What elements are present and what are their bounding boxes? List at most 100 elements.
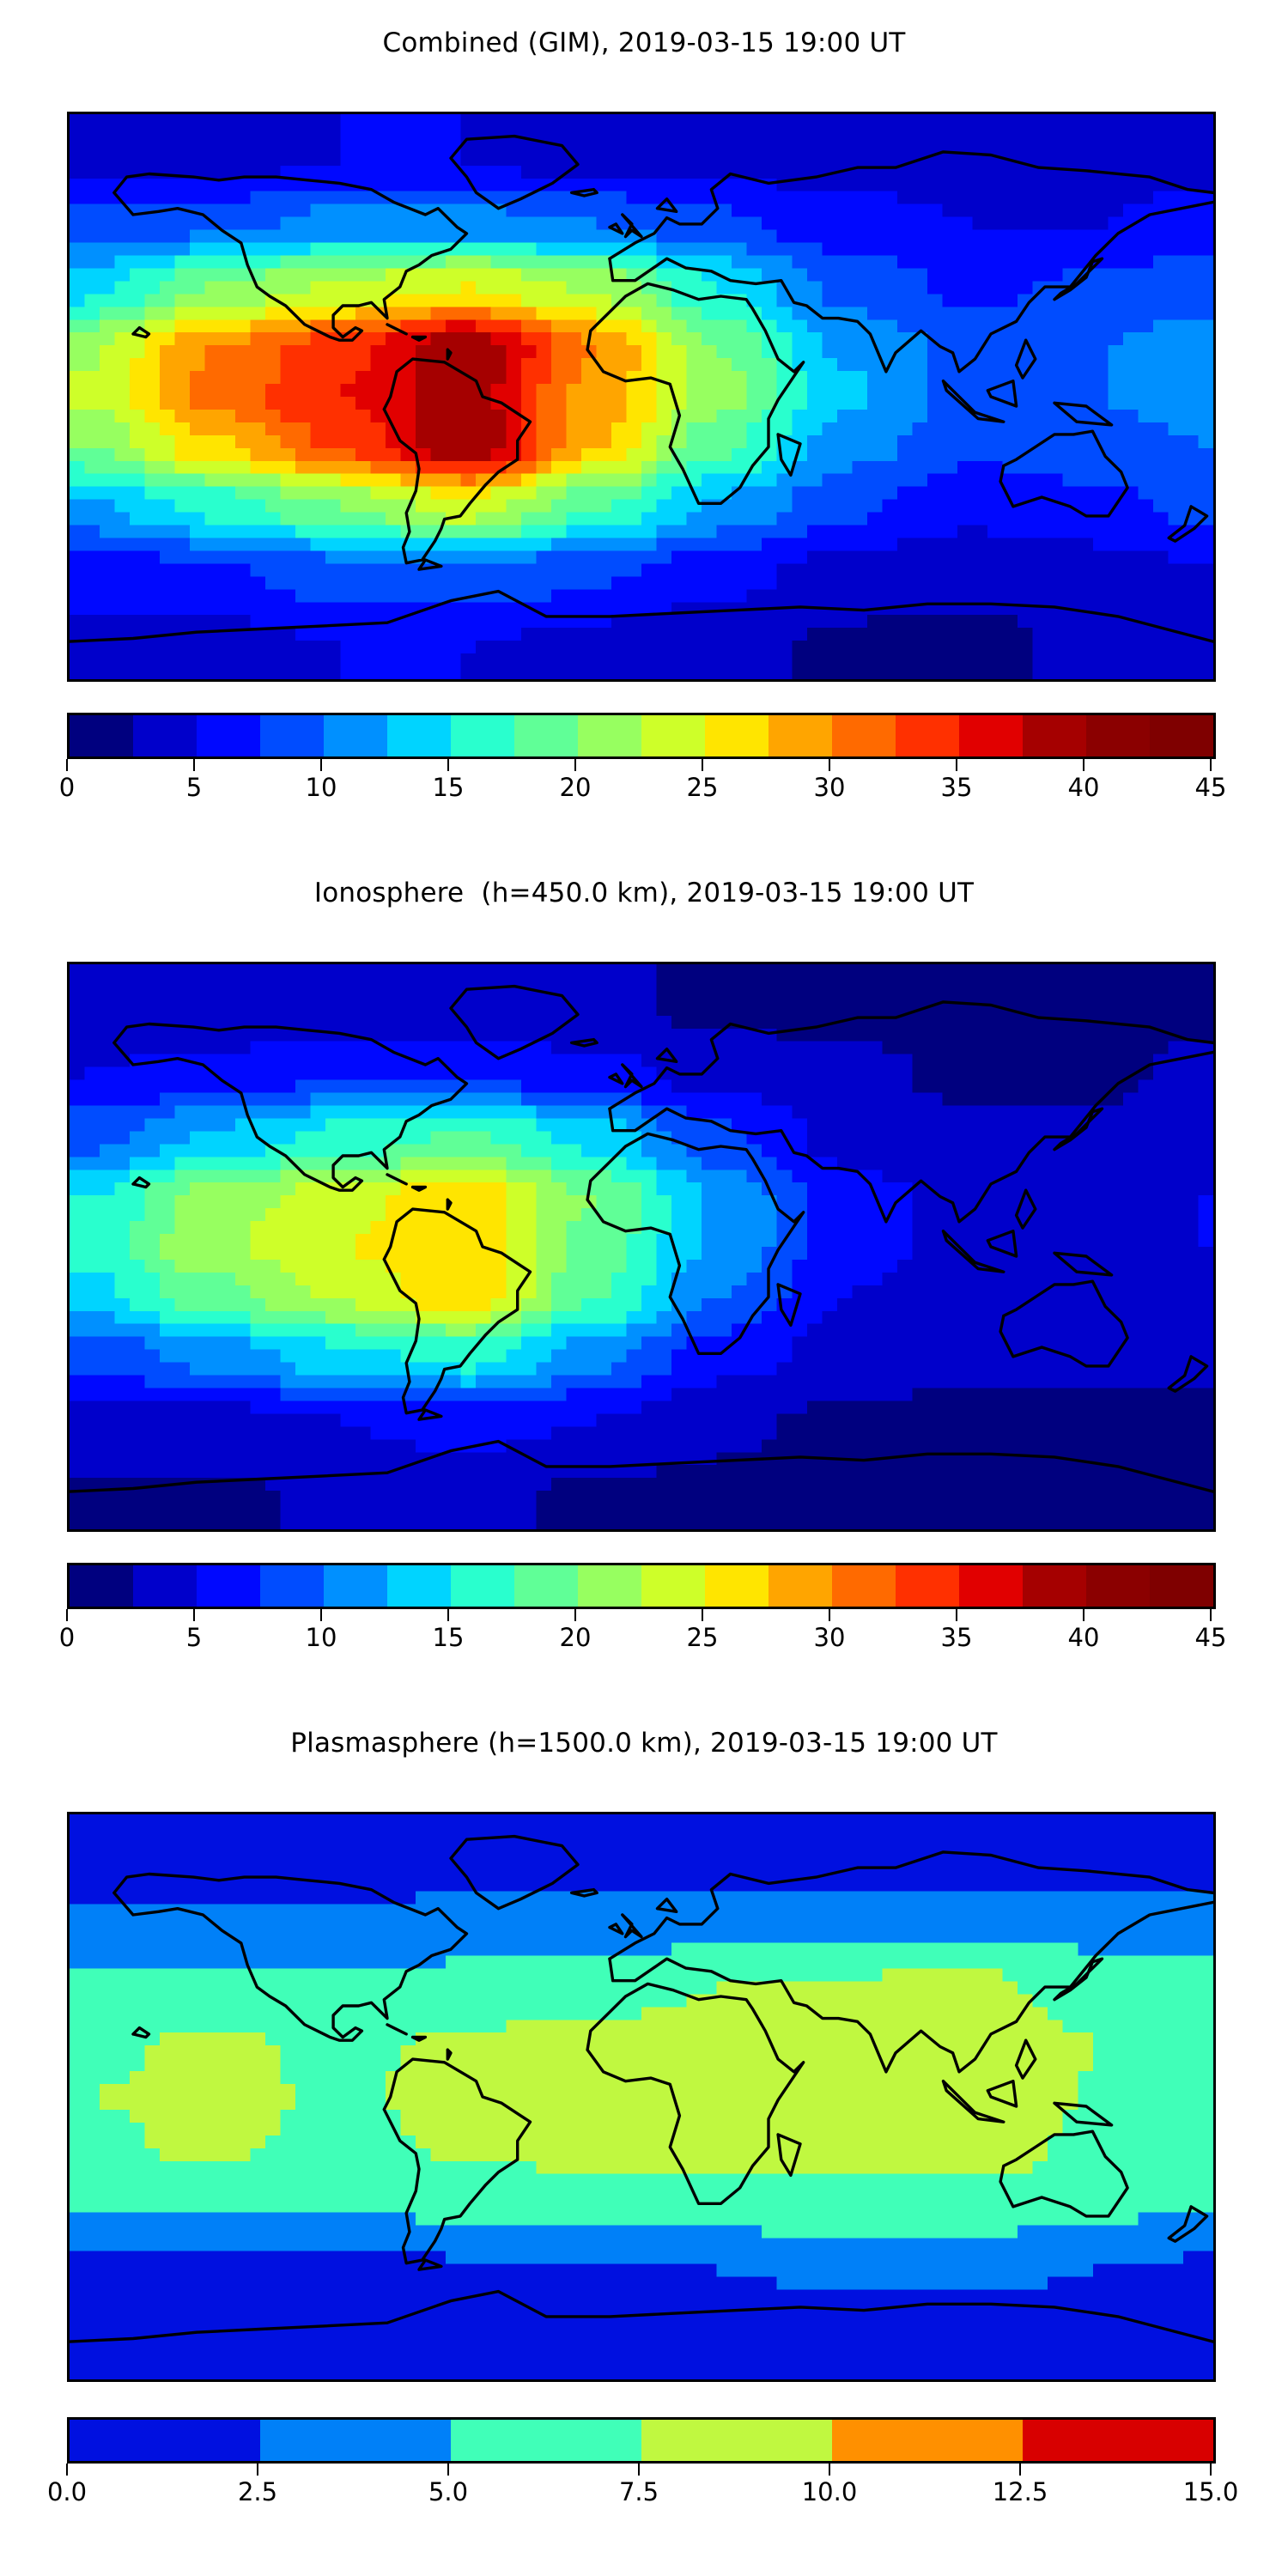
- colorbar-tick-label: 40: [1067, 1623, 1100, 1652]
- map-svg-plasmasphere: [70, 1814, 1213, 2379]
- colorbar-tick-label: 5: [185, 773, 203, 802]
- colorbar-tick-label: 20: [559, 1623, 592, 1652]
- colorbar-tick-label: 30: [813, 773, 846, 802]
- tec-field: [70, 1814, 1213, 2379]
- panel-title-combined-gim: Combined (GIM), 2019-03-15 19:00 UT: [382, 27, 906, 58]
- colorbar-ticks-plasmasphere: [64, 2464, 1213, 2477]
- colorbar-segment: [1023, 1565, 1086, 1607]
- colorbar-segment: [641, 1565, 705, 1607]
- colorbar-tick-label: 40: [1067, 773, 1100, 802]
- tec-field: [70, 114, 1213, 679]
- colorbar-tick-label: 12.5: [992, 2477, 1048, 2506]
- colorbar-segment: [641, 2420, 832, 2461]
- colorbar-tick-label: 10: [305, 1623, 337, 1652]
- colorbar-ticks-combined-gim: [64, 759, 1213, 773]
- colorbar-tick-label: 20: [559, 773, 592, 802]
- colorbar-segment: [705, 1565, 769, 1607]
- colorbar-segment: [514, 715, 578, 756]
- colorbar-segment: [769, 715, 832, 756]
- panel-combined-gim: Combined (GIM), 2019-03-15 19:00 UT: [0, 27, 1288, 58]
- colorbar-segment: [832, 715, 896, 756]
- colorbar-segment: [832, 2420, 1023, 2461]
- coastlines: [70, 1834, 1213, 2343]
- colorbar-segment: [70, 2420, 260, 2461]
- colorbar-tick-label: 10.0: [801, 2477, 858, 2506]
- map-svg-ionosphere: [70, 964, 1213, 1529]
- colorbar-tick: [320, 759, 322, 771]
- colorbar-labels-ionosphere: 0 5 10 15 20 25 30 35 40 45: [59, 1623, 1227, 1657]
- colorbar-tick-label: 35: [940, 1623, 973, 1652]
- colorbar-tick: [1083, 759, 1084, 771]
- colorbar-tick: [257, 2464, 258, 2476]
- colorbar-segment: [197, 715, 260, 756]
- colorbar-segment: [451, 1565, 514, 1607]
- colorbar-tick: [829, 2464, 830, 2476]
- colorbar-segment: [641, 715, 705, 756]
- colorbar-tick-label: 15: [432, 773, 465, 802]
- colorbar-tick-label: 15.0: [1182, 2477, 1239, 2506]
- colorbar-segment: [133, 1565, 197, 1607]
- colorbar-tick-label: 10: [305, 773, 337, 802]
- colorbar-segment: [197, 1565, 260, 1607]
- colorbar-tick: [574, 1609, 576, 1621]
- coastlines: [70, 984, 1213, 1493]
- colorbar-tick-label: 45: [1194, 773, 1227, 802]
- colorbar-bands-ionosphere: [67, 1563, 1216, 1609]
- colorbar-segment: [959, 715, 1023, 756]
- colorbar-tick: [1210, 759, 1212, 771]
- colorbar-tick: [702, 1609, 703, 1621]
- colorbar-tick: [829, 1609, 830, 1621]
- colorbar-segment: [133, 715, 197, 756]
- colorbar-plasmasphere: 0.0 2.5 5.0 7.5 10.0 12.5 15.0: [47, 2417, 1238, 2512]
- colorbar-tick: [447, 759, 449, 771]
- colorbar-segment: [70, 715, 133, 756]
- colorbar-tick-label: 25: [686, 773, 719, 802]
- colorbar-tick: [66, 759, 68, 771]
- coastlines: [70, 134, 1213, 643]
- colorbar-tick: [193, 759, 195, 771]
- tec-field: [70, 964, 1213, 1529]
- colorbar-tick-label: 45: [1194, 1623, 1227, 1652]
- colorbar-tick: [193, 1609, 195, 1621]
- colorbar-tick: [447, 2464, 449, 2476]
- colorbar-tick: [66, 2464, 68, 2476]
- panel-ionosphere: Ionosphere (h=450.0 km), 2019-03-15 19:0…: [0, 878, 1288, 908]
- colorbar-segment: [260, 715, 324, 756]
- colorbar-tick-label: 0.0: [46, 2477, 88, 2506]
- colorbar-segment: [769, 1565, 832, 1607]
- colorbar-bands-combined-gim: [67, 713, 1216, 759]
- colorbar-segment: [1150, 1565, 1213, 1607]
- colorbar-segment: [896, 1565, 959, 1607]
- colorbar-tick-label: 2.5: [237, 2477, 278, 2506]
- colorbar-tick: [956, 759, 957, 771]
- colorbar-combined-gim: 0 5 10 15 20 25 30 35 40 45: [59, 713, 1226, 807]
- panel-title-ionosphere: Ionosphere (h=450.0 km), 2019-03-15 19:0…: [313, 878, 975, 908]
- colorbar-tick: [638, 2464, 640, 2476]
- colorbar-bands-plasmasphere: [67, 2417, 1216, 2464]
- colorbar-segment: [451, 2420, 641, 2461]
- colorbar-tick: [956, 1609, 957, 1621]
- colorbar-segment: [896, 715, 959, 756]
- colorbar-tick-label: 30: [813, 1623, 846, 1652]
- colorbar-segment: [959, 1565, 1023, 1607]
- colorbar-tick: [1083, 1609, 1084, 1621]
- colorbar-segment: [260, 1565, 324, 1607]
- colorbar-segment: [387, 715, 451, 756]
- colorbar-segment: [832, 1565, 896, 1607]
- colorbar-segment: [578, 1565, 641, 1607]
- colorbar-tick-label: 5: [185, 1623, 203, 1652]
- colorbar-tick: [66, 1609, 68, 1621]
- colorbar-tick-label: 7.5: [618, 2477, 659, 2506]
- colorbar-segment: [1023, 2420, 1213, 2461]
- colorbar-segment: [514, 1565, 578, 1607]
- colorbar-tick: [447, 1609, 449, 1621]
- colorbar-segment: [1086, 1565, 1150, 1607]
- panel-title-plasmasphere: Plasmasphere (h=1500.0 km), 2019-03-15 1…: [290, 1728, 998, 1759]
- colorbar-segment: [260, 2420, 451, 2461]
- map-ionosphere: [67, 962, 1216, 1532]
- colorbar-ionosphere: 0 5 10 15 20 25 30 35 40 45: [59, 1563, 1227, 1657]
- colorbar-tick: [1019, 2464, 1021, 2476]
- colorbar-tick: [320, 1609, 322, 1621]
- colorbar-segment: [70, 1565, 133, 1607]
